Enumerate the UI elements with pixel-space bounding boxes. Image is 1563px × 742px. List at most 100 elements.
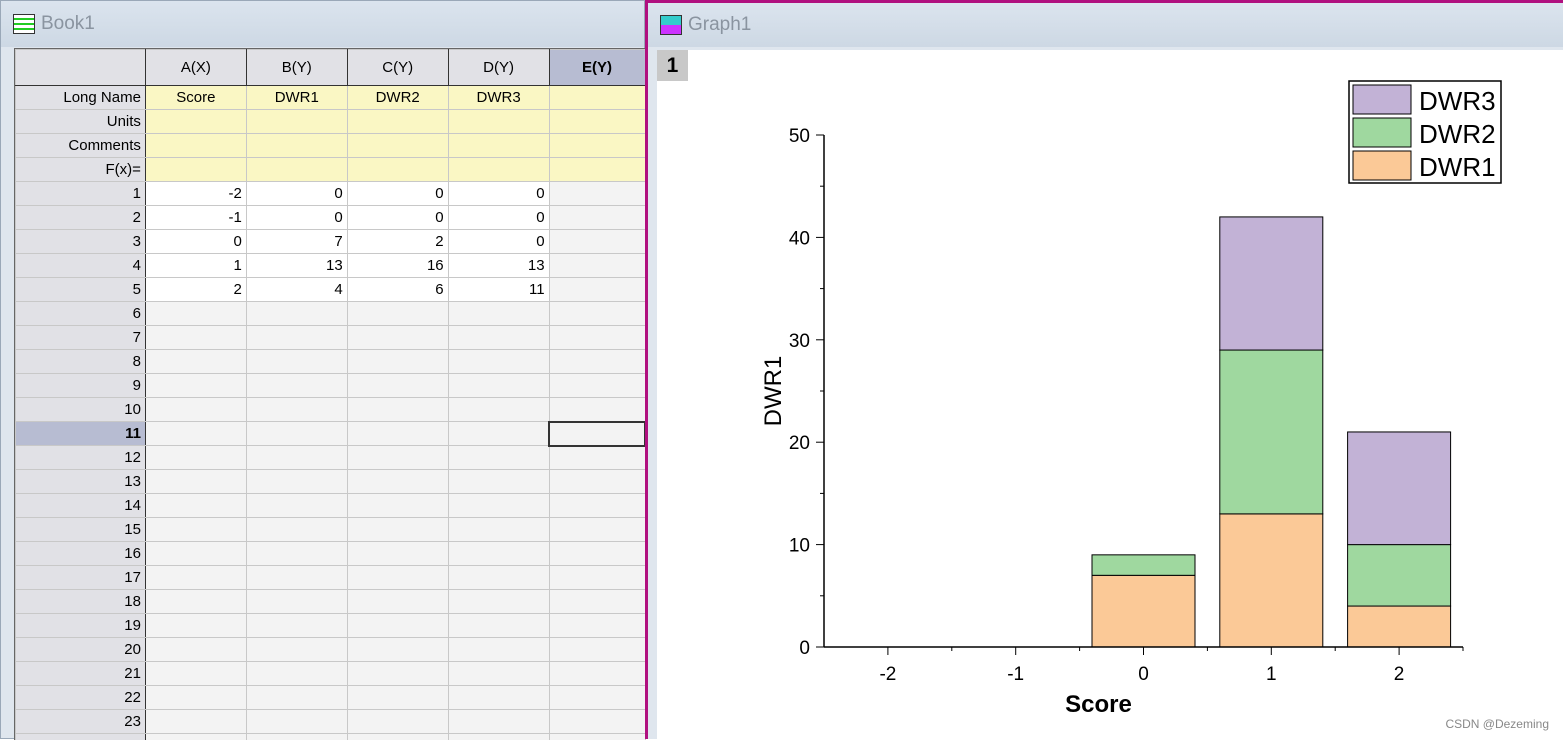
row-header[interactable]: 3 <box>15 229 146 254</box>
data-cell[interactable] <box>548 397 646 422</box>
label-cell[interactable] <box>346 157 449 182</box>
data-cell[interactable] <box>346 445 449 470</box>
label-cell[interactable]: Score <box>144 85 247 110</box>
data-cell[interactable] <box>447 325 550 350</box>
data-cell[interactable]: 13 <box>447 253 550 278</box>
data-cell[interactable] <box>245 301 348 326</box>
data-cell[interactable] <box>245 685 348 710</box>
data-cell[interactable] <box>447 397 550 422</box>
data-cell[interactable] <box>144 685 247 710</box>
data-cell[interactable]: 11 <box>447 277 550 302</box>
data-cell[interactable] <box>346 349 449 374</box>
data-cell[interactable] <box>144 397 247 422</box>
data-cell[interactable] <box>548 685 646 710</box>
label-row-header[interactable]: Units <box>15 109 146 134</box>
data-cell[interactable] <box>346 541 449 566</box>
row-header[interactable]: 13 <box>15 469 146 494</box>
label-cell[interactable]: DWR3 <box>447 85 550 110</box>
data-cell[interactable] <box>548 541 646 566</box>
data-cell[interactable] <box>144 637 247 662</box>
data-cell[interactable] <box>447 373 550 398</box>
data-cell[interactable]: -1 <box>144 205 247 230</box>
label-row-header[interactable]: Comments <box>15 133 146 158</box>
column-header[interactable]: A(X) <box>144 49 247 86</box>
data-cell[interactable]: 0 <box>346 181 449 206</box>
data-cell[interactable] <box>548 661 646 686</box>
data-cell[interactable] <box>447 493 550 518</box>
data-cell[interactable] <box>548 420 646 447</box>
data-cell[interactable] <box>447 541 550 566</box>
data-cell[interactable] <box>346 589 449 614</box>
row-header[interactable]: 19 <box>15 613 146 638</box>
data-cell[interactable] <box>548 517 646 542</box>
label-cell[interactable] <box>447 157 550 182</box>
data-cell[interactable] <box>447 421 550 446</box>
row-header[interactable]: 8 <box>15 349 146 374</box>
row-header[interactable]: 1 <box>15 181 146 206</box>
data-cell[interactable] <box>144 709 247 734</box>
data-cell[interactable] <box>245 661 348 686</box>
label-cell[interactable] <box>245 133 348 158</box>
data-cell[interactable] <box>346 565 449 590</box>
data-cell[interactable] <box>245 493 348 518</box>
data-cell[interactable] <box>245 517 348 542</box>
data-cell[interactable] <box>346 709 449 734</box>
data-cell[interactable] <box>548 709 646 734</box>
data-cell[interactable]: 2 <box>144 277 247 302</box>
data-cell[interactable] <box>548 181 646 206</box>
data-cell[interactable] <box>346 421 449 446</box>
row-header[interactable]: 7 <box>15 325 146 350</box>
data-cell[interactable] <box>346 397 449 422</box>
row-header[interactable]: 18 <box>15 589 146 614</box>
label-cell[interactable] <box>346 109 449 134</box>
row-header[interactable]: 10 <box>15 397 146 422</box>
data-cell[interactable]: 16 <box>346 253 449 278</box>
data-cell[interactable]: 2 <box>346 229 449 254</box>
data-cell[interactable] <box>548 445 646 470</box>
data-cell[interactable] <box>447 445 550 470</box>
data-cell[interactable]: 0 <box>245 181 348 206</box>
data-cell[interactable] <box>346 613 449 638</box>
worksheet-grid[interactable]: A(X) B(Y) C(Y) D(Y) E(Y) Long Name Score DWR1 DW… <box>14 48 646 740</box>
data-cell[interactable]: -2 <box>144 181 247 206</box>
data-cell[interactable] <box>447 661 550 686</box>
row-header[interactable]: 23 <box>15 709 146 734</box>
data-cell[interactable] <box>447 709 550 734</box>
label-cell[interactable] <box>144 157 247 182</box>
data-cell[interactable] <box>245 589 348 614</box>
data-cell[interactable]: 0 <box>245 205 348 230</box>
row-header[interactable]: 9 <box>15 373 146 398</box>
data-cell[interactable] <box>447 301 550 326</box>
label-cell[interactable] <box>548 85 646 110</box>
data-cell[interactable] <box>346 373 449 398</box>
data-cell[interactable] <box>548 613 646 638</box>
data-cell[interactable] <box>548 253 646 278</box>
row-header[interactable]: 16 <box>15 541 146 566</box>
row-header[interactable]: 2 <box>15 205 146 230</box>
label-cell[interactable] <box>144 109 247 134</box>
row-header[interactable]: 24 <box>15 733 146 740</box>
data-cell[interactable] <box>144 421 247 446</box>
data-cell[interactable] <box>447 349 550 374</box>
data-cell[interactable]: 0 <box>144 229 247 254</box>
data-cell[interactable] <box>245 469 348 494</box>
data-cell[interactable] <box>548 469 646 494</box>
label-cell[interactable] <box>548 109 646 134</box>
label-cell[interactable] <box>245 157 348 182</box>
data-cell[interactable] <box>245 541 348 566</box>
row-header[interactable]: 6 <box>15 301 146 326</box>
data-cell[interactable] <box>245 733 348 740</box>
data-cell[interactable] <box>548 589 646 614</box>
data-cell[interactable]: 0 <box>447 181 550 206</box>
data-cell[interactable] <box>245 325 348 350</box>
row-header[interactable]: 17 <box>15 565 146 590</box>
data-cell[interactable]: 4 <box>245 277 348 302</box>
data-cell[interactable] <box>144 325 247 350</box>
data-cell[interactable] <box>346 685 449 710</box>
data-cell[interactable] <box>447 685 550 710</box>
label-cell[interactable]: DWR1 <box>245 85 348 110</box>
data-cell[interactable] <box>144 613 247 638</box>
data-cell[interactable] <box>144 541 247 566</box>
data-cell[interactable] <box>144 589 247 614</box>
row-header[interactable]: 14 <box>15 493 146 518</box>
